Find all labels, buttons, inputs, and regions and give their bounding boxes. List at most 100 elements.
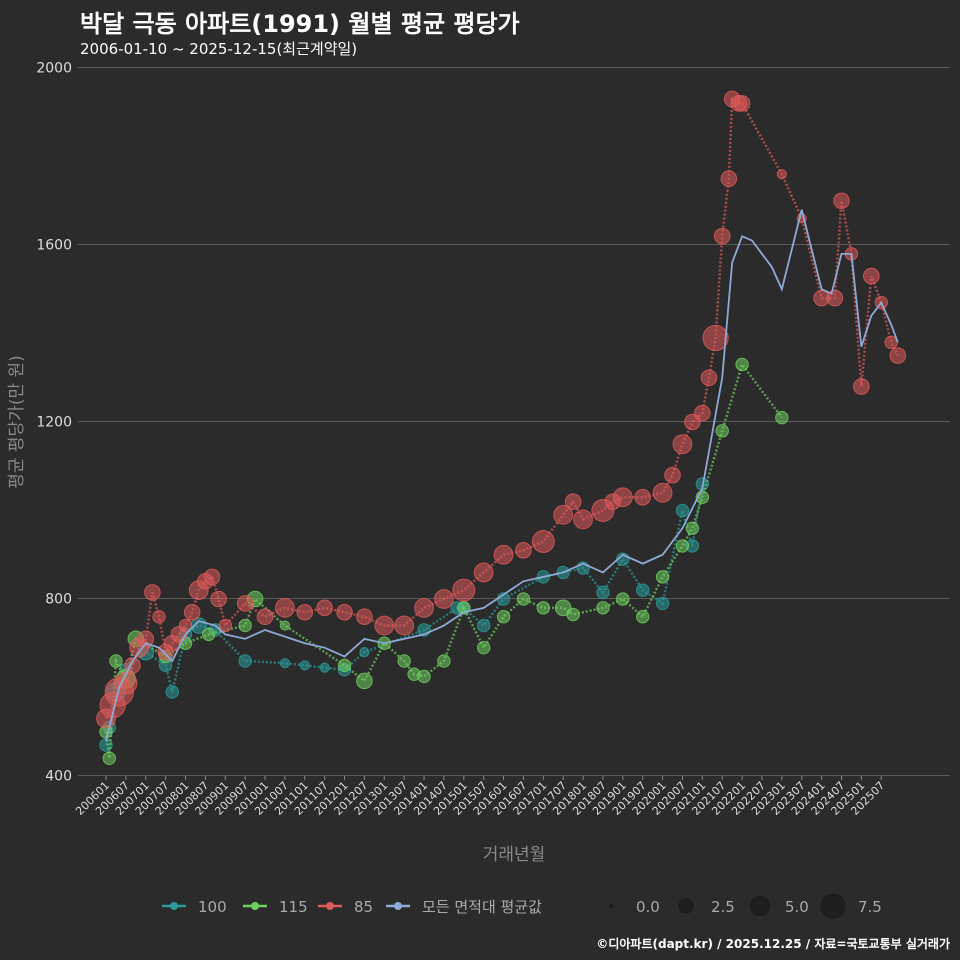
data-point-85[interactable] — [833, 192, 850, 210]
average-line — [105, 209, 899, 741]
data-point-115[interactable] — [279, 620, 291, 631]
data-point-115[interactable] — [536, 601, 551, 615]
data-point-115[interactable] — [109, 654, 123, 668]
data-point-85[interactable] — [776, 169, 787, 180]
data-point-115[interactable] — [675, 539, 690, 553]
data-point-85[interactable] — [652, 482, 673, 503]
footer-credit: ©디아파트(dapt.kr) / 2025.12.25 / 자료=국토교통부 실… — [596, 937, 950, 951]
data-point-85[interactable] — [702, 324, 729, 352]
legend-label: 85 — [354, 898, 373, 916]
data-point-85[interactable] — [316, 599, 333, 617]
chart-subtitle: 2006-01-10 ~ 2025-12-15(최근계약일) — [80, 40, 358, 58]
data-point-100[interactable] — [279, 658, 291, 669]
data-point-115[interactable] — [496, 610, 511, 624]
data-point-115[interactable] — [417, 669, 431, 684]
data-point-115[interactable] — [337, 658, 352, 673]
data-point-85[interactable] — [700, 369, 718, 387]
data-point-100[interactable] — [596, 585, 610, 600]
data-point-85[interactable] — [889, 347, 907, 364]
data-point-115[interactable] — [685, 521, 700, 535]
size-legend-circle — [609, 904, 613, 908]
data-point-85[interactable] — [374, 615, 395, 636]
data-point-85[interactable] — [114, 671, 138, 695]
y-tick-label: 800 — [45, 592, 72, 608]
data-point-85[interactable] — [733, 95, 751, 112]
data-point-115[interactable] — [476, 640, 491, 655]
legend-label: 100 — [198, 898, 227, 916]
legend-swatch-dot — [326, 902, 334, 910]
data-point-85[interactable] — [236, 595, 254, 612]
data-point-85[interactable] — [434, 589, 454, 609]
data-point-85[interactable] — [296, 603, 314, 621]
data-point-85[interactable] — [720, 170, 738, 187]
data-point-85[interactable] — [713, 227, 731, 245]
data-point-115[interactable] — [566, 607, 580, 622]
data-point-115[interactable] — [616, 592, 630, 606]
data-point-85[interactable] — [137, 630, 155, 648]
data-point-115[interactable] — [102, 751, 117, 765]
data-point-115[interactable] — [238, 618, 252, 633]
y-tick-label: 400 — [45, 769, 72, 785]
y-axis-label: 평균 평당가(만 원) — [7, 355, 27, 489]
data-point-85[interactable] — [452, 578, 476, 602]
data-point-85[interactable] — [694, 404, 711, 422]
data-point-85[interactable] — [573, 509, 593, 530]
data-point-85[interactable] — [394, 615, 415, 636]
data-point-115[interactable] — [516, 592, 531, 606]
data-point-115[interactable] — [636, 610, 650, 624]
data-point-115[interactable] — [715, 424, 729, 438]
data-point-85[interactable] — [152, 610, 166, 624]
data-point-100[interactable] — [319, 662, 330, 673]
data-point-85[interactable] — [473, 562, 494, 583]
data-point-85[interactable] — [515, 542, 532, 559]
data-point-100[interactable] — [655, 596, 670, 611]
data-point-115[interactable] — [437, 654, 451, 668]
data-point-85[interactable] — [493, 544, 514, 565]
data-point-85[interactable] — [144, 584, 161, 601]
data-point-115[interactable] — [202, 627, 216, 642]
size-legend-label: 0.0 — [636, 898, 660, 916]
data-point-115[interactable] — [356, 672, 373, 690]
data-point-85[interactable] — [275, 597, 295, 618]
legend-label: 115 — [279, 898, 308, 916]
size-legend-circle — [678, 898, 694, 914]
data-point-85[interactable] — [178, 618, 193, 633]
data-point-115[interactable] — [655, 570, 670, 584]
data-point-85[interactable] — [218, 618, 232, 633]
data-point-115[interactable] — [596, 601, 610, 615]
data-point-85[interactable] — [203, 568, 221, 586]
data-point-85[interactable] — [256, 608, 274, 626]
data-point-85[interactable] — [414, 597, 434, 618]
legend-swatch-dot — [251, 902, 259, 910]
data-point-100[interactable] — [636, 583, 650, 597]
data-point-115[interactable] — [735, 357, 749, 372]
data-point-85[interactable] — [531, 529, 555, 553]
data-point-85[interactable] — [210, 590, 227, 608]
y-tick-label: 1200 — [36, 415, 72, 431]
data-point-85[interactable] — [336, 603, 353, 621]
data-point-100[interactable] — [165, 685, 179, 699]
series-connector-115 — [104, 361, 783, 759]
data-point-100[interactable] — [299, 660, 310, 671]
size-legend-circle — [820, 893, 846, 919]
size-legend-circle — [750, 896, 770, 916]
data-point-85[interactable] — [183, 603, 201, 621]
data-point-85[interactable] — [672, 434, 693, 455]
data-point-100[interactable] — [675, 503, 690, 518]
data-point-85[interactable] — [853, 378, 870, 395]
data-point-100[interactable] — [359, 647, 370, 658]
data-point-85[interactable] — [634, 488, 652, 506]
data-point-100[interactable] — [238, 654, 252, 668]
size-legend-label: 2.5 — [711, 898, 735, 916]
data-point-85[interactable] — [612, 487, 633, 508]
chart-title: 박달 극동 아파트(1991) 월별 평균 평당가 — [80, 10, 520, 38]
data-point-85[interactable] — [356, 608, 373, 626]
data-point-85[interactable] — [664, 466, 681, 484]
data-point-100[interactable] — [476, 618, 491, 633]
data-point-115[interactable] — [397, 654, 411, 668]
data-point-85[interactable] — [553, 505, 574, 525]
data-point-115[interactable] — [775, 410, 789, 425]
data-point-85[interactable] — [564, 493, 582, 510]
data-point-85[interactable] — [863, 267, 880, 285]
